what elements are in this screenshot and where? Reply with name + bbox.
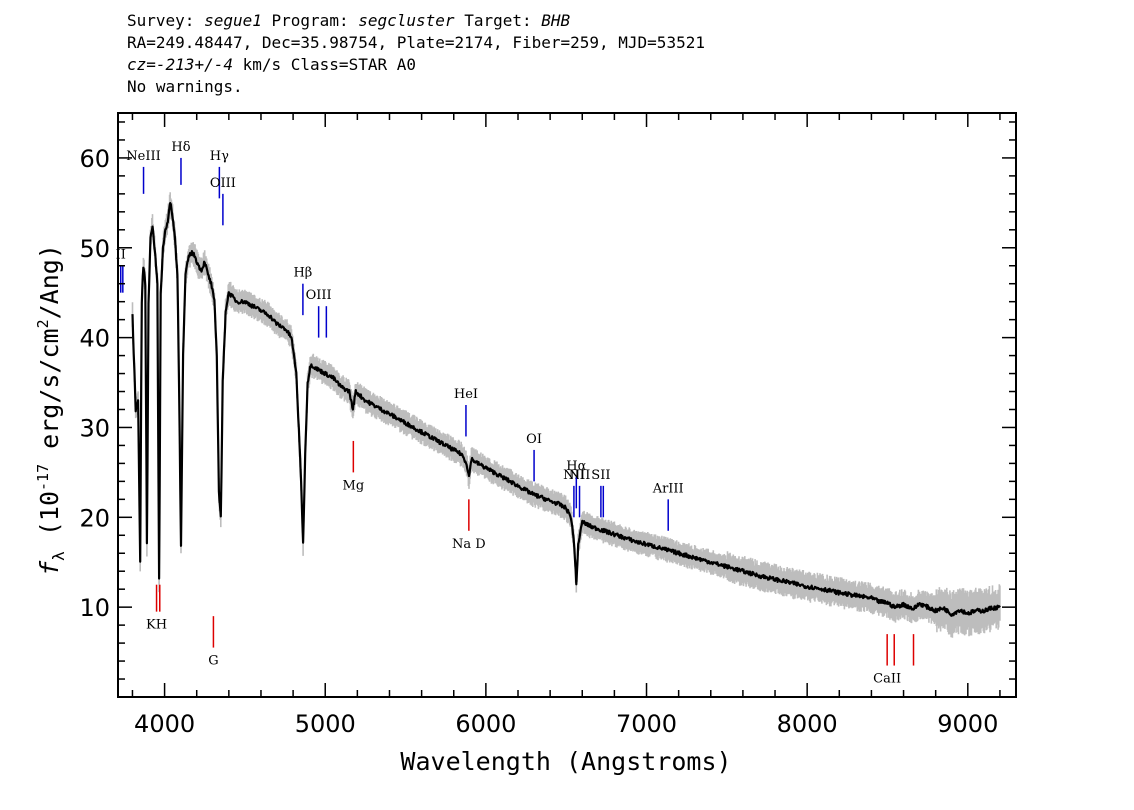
- y-axis-end: /Ang): [35, 244, 64, 319]
- target-value: BHB: [541, 11, 571, 30]
- program-value: segcluster: [358, 11, 455, 30]
- header-line-1: Survey: segue1 Program: segcluster Targe…: [127, 10, 705, 32]
- y-axis-tail: erg/s/cm: [35, 328, 64, 463]
- noise-band: [131, 192, 1001, 638]
- program-label: Program:: [271, 11, 349, 30]
- emission-line-label: NII: [563, 468, 585, 483]
- emission-line-label: OIII: [306, 288, 332, 303]
- absorption-line-label: KH: [146, 618, 167, 633]
- x-tick-label: 7000: [616, 710, 677, 738]
- x-tick-label: 8000: [777, 710, 838, 738]
- plot-frame: [117, 112, 1017, 698]
- emission-line-label: II: [116, 248, 126, 263]
- survey-label: Survey:: [127, 11, 195, 30]
- y-axis-exp2: 2: [34, 319, 52, 328]
- spectrum-line: [131, 202, 1001, 617]
- y-tick-label: 10: [79, 594, 110, 622]
- absorption-line-label: Na D: [452, 537, 486, 552]
- spectrum-header: Survey: segue1 Program: segcluster Targe…: [127, 10, 705, 98]
- y-axis-rest: (10: [35, 491, 64, 551]
- spectrum-series: [131, 202, 1001, 617]
- emission-line-label: SII: [591, 468, 610, 483]
- absorption-line-label: G: [208, 654, 218, 669]
- y-axis-exp: -17: [34, 464, 52, 491]
- axes: 4000 5000 6000 7000 8000 9000 10 20 30 40 50 60: [79, 112, 1017, 738]
- emission-line-label: NII: [569, 468, 591, 483]
- y-axis-f: f: [35, 560, 64, 576]
- emission-line-label: OI: [526, 432, 542, 447]
- absorption-line-label: CaII: [873, 672, 901, 687]
- x-tick-label: 6000: [455, 710, 516, 738]
- emission-line-label: Hβ: [293, 266, 312, 281]
- y-tick-label: 50: [79, 235, 110, 263]
- survey-value: segue1: [204, 11, 262, 30]
- emission-line-label: ArIII: [652, 481, 684, 496]
- x-axis-title: Wavelength (Angstroms): [400, 747, 731, 776]
- x-tick-label: 4000: [134, 710, 195, 738]
- header-warnings: No warnings.: [127, 77, 243, 96]
- emission-line-label: NeIII: [126, 149, 160, 164]
- y-tick-label: 30: [79, 414, 110, 442]
- x-tick-label: 9000: [937, 710, 998, 738]
- emission-line-label: Hδ: [171, 140, 190, 155]
- noise-spikes: [131, 192, 1001, 638]
- y-tick-label: 20: [79, 504, 110, 532]
- emission-line-label: Hγ: [210, 149, 229, 164]
- absorption-line-label: Mg: [343, 478, 365, 493]
- y-tick-label: 40: [79, 325, 110, 353]
- emission-line-label: OIII: [210, 176, 236, 191]
- y-tick-label: 60: [79, 145, 110, 173]
- x-tick-label: 5000: [295, 710, 356, 738]
- y-axis-title: fλ (10-17 erg/s/cm2/Ang): [34, 244, 68, 576]
- cz-label: cz=: [127, 55, 156, 74]
- emission-line-label: Hα: [566, 459, 586, 474]
- y-axis-sub: λ: [49, 551, 68, 561]
- target-label: Target:: [464, 11, 532, 30]
- header-coords: RA=249.48447, Dec=35.98754, Plate=2174, …: [127, 33, 705, 52]
- emission-line-label: HeI: [454, 387, 478, 402]
- cz-class: km/s Class=STAR A0: [232, 55, 416, 74]
- header-line-3: cz=-213+/-4 km/s Class=STAR A0: [127, 54, 705, 76]
- cz-value: -213+/-4: [155, 55, 233, 74]
